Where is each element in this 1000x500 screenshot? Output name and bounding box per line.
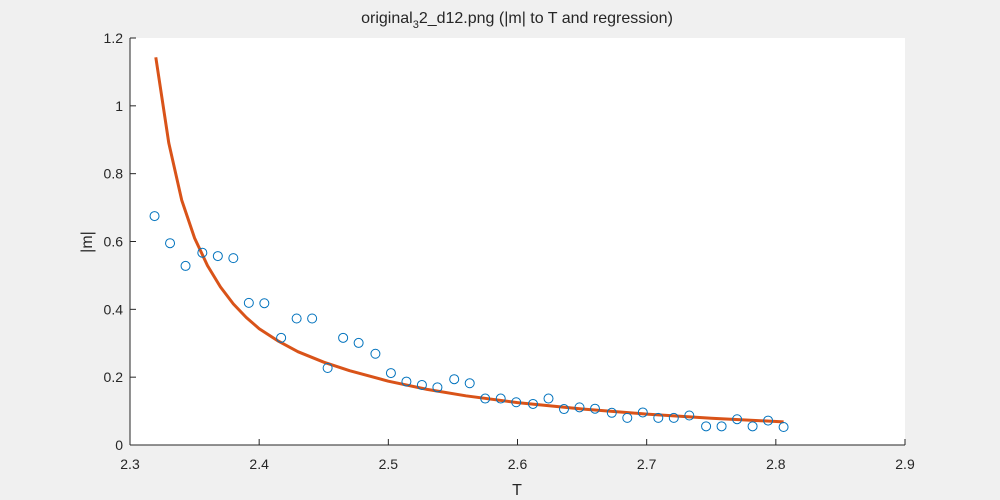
data-point [180, 260, 191, 271]
y-tick-label: 0.2 [104, 369, 124, 385]
y-tick-label: 1.2 [104, 30, 124, 46]
y-tick-label: 0.4 [104, 301, 124, 317]
data-point [370, 348, 381, 359]
data-point [338, 332, 349, 343]
data-point [574, 402, 585, 413]
data-point [763, 415, 774, 426]
x-axis-label: T [512, 482, 522, 499]
data-point [480, 393, 491, 404]
data-point [149, 211, 160, 222]
data-point [637, 407, 648, 418]
data-point [353, 337, 364, 348]
data-point [464, 378, 475, 389]
data-point [322, 363, 333, 374]
data-point [385, 368, 396, 379]
data-point [432, 382, 443, 393]
x-tick-label: 2.5 [379, 456, 399, 472]
data-point [243, 297, 254, 308]
title-subscript: 3 [413, 19, 419, 31]
data-point [543, 393, 554, 404]
data-point [259, 298, 270, 309]
data-point [401, 376, 412, 387]
data-point [528, 398, 538, 409]
y-tick-label: 0.8 [104, 166, 124, 182]
data-point [653, 412, 664, 423]
data-point [606, 407, 617, 418]
x-tick-label: 2.4 [249, 456, 269, 472]
axes-layer: 2.3 2.4 2.5 2.6 2.7 2.8 2.9 0 0.2 0.4 0.6 0.8 1 1.2 [104, 30, 915, 472]
data-point [228, 253, 239, 264]
data-point [559, 404, 569, 415]
data-point [291, 313, 302, 324]
data-point [212, 251, 223, 262]
data-point [495, 393, 506, 404]
data-point [590, 403, 600, 414]
data-point [197, 247, 208, 258]
data-point [622, 412, 633, 423]
data-point [684, 410, 695, 421]
data-point [416, 379, 427, 390]
data-points-layer [149, 211, 789, 433]
y-tick-label: 1 [115, 98, 123, 114]
chart-title: original32_d12.png (|m| to T and regress… [361, 10, 673, 31]
data-point [449, 374, 460, 385]
data-point [511, 397, 522, 408]
regression-line [154, 57, 784, 424]
data-point [276, 332, 287, 343]
data-point [701, 421, 712, 432]
data-point [716, 421, 727, 432]
y-tick-label: 0 [115, 437, 123, 453]
x-tick-label: 2.9 [895, 456, 915, 472]
axes-background [130, 38, 905, 445]
data-point [747, 421, 758, 432]
data-point [165, 238, 176, 249]
x-tick-label: 2.7 [637, 456, 657, 472]
y-axis-label: |m| [79, 231, 96, 253]
regression-layer [154, 57, 784, 424]
data-point [668, 412, 679, 423]
x-tick-label: 2.8 [766, 456, 786, 472]
x-tick-label: 2.6 [508, 456, 528, 472]
data-point [307, 313, 318, 324]
x-tick-label: 2.3 [120, 456, 140, 472]
data-point [732, 414, 743, 425]
data-point [778, 422, 789, 433]
y-tick-label: 0.6 [104, 234, 124, 250]
